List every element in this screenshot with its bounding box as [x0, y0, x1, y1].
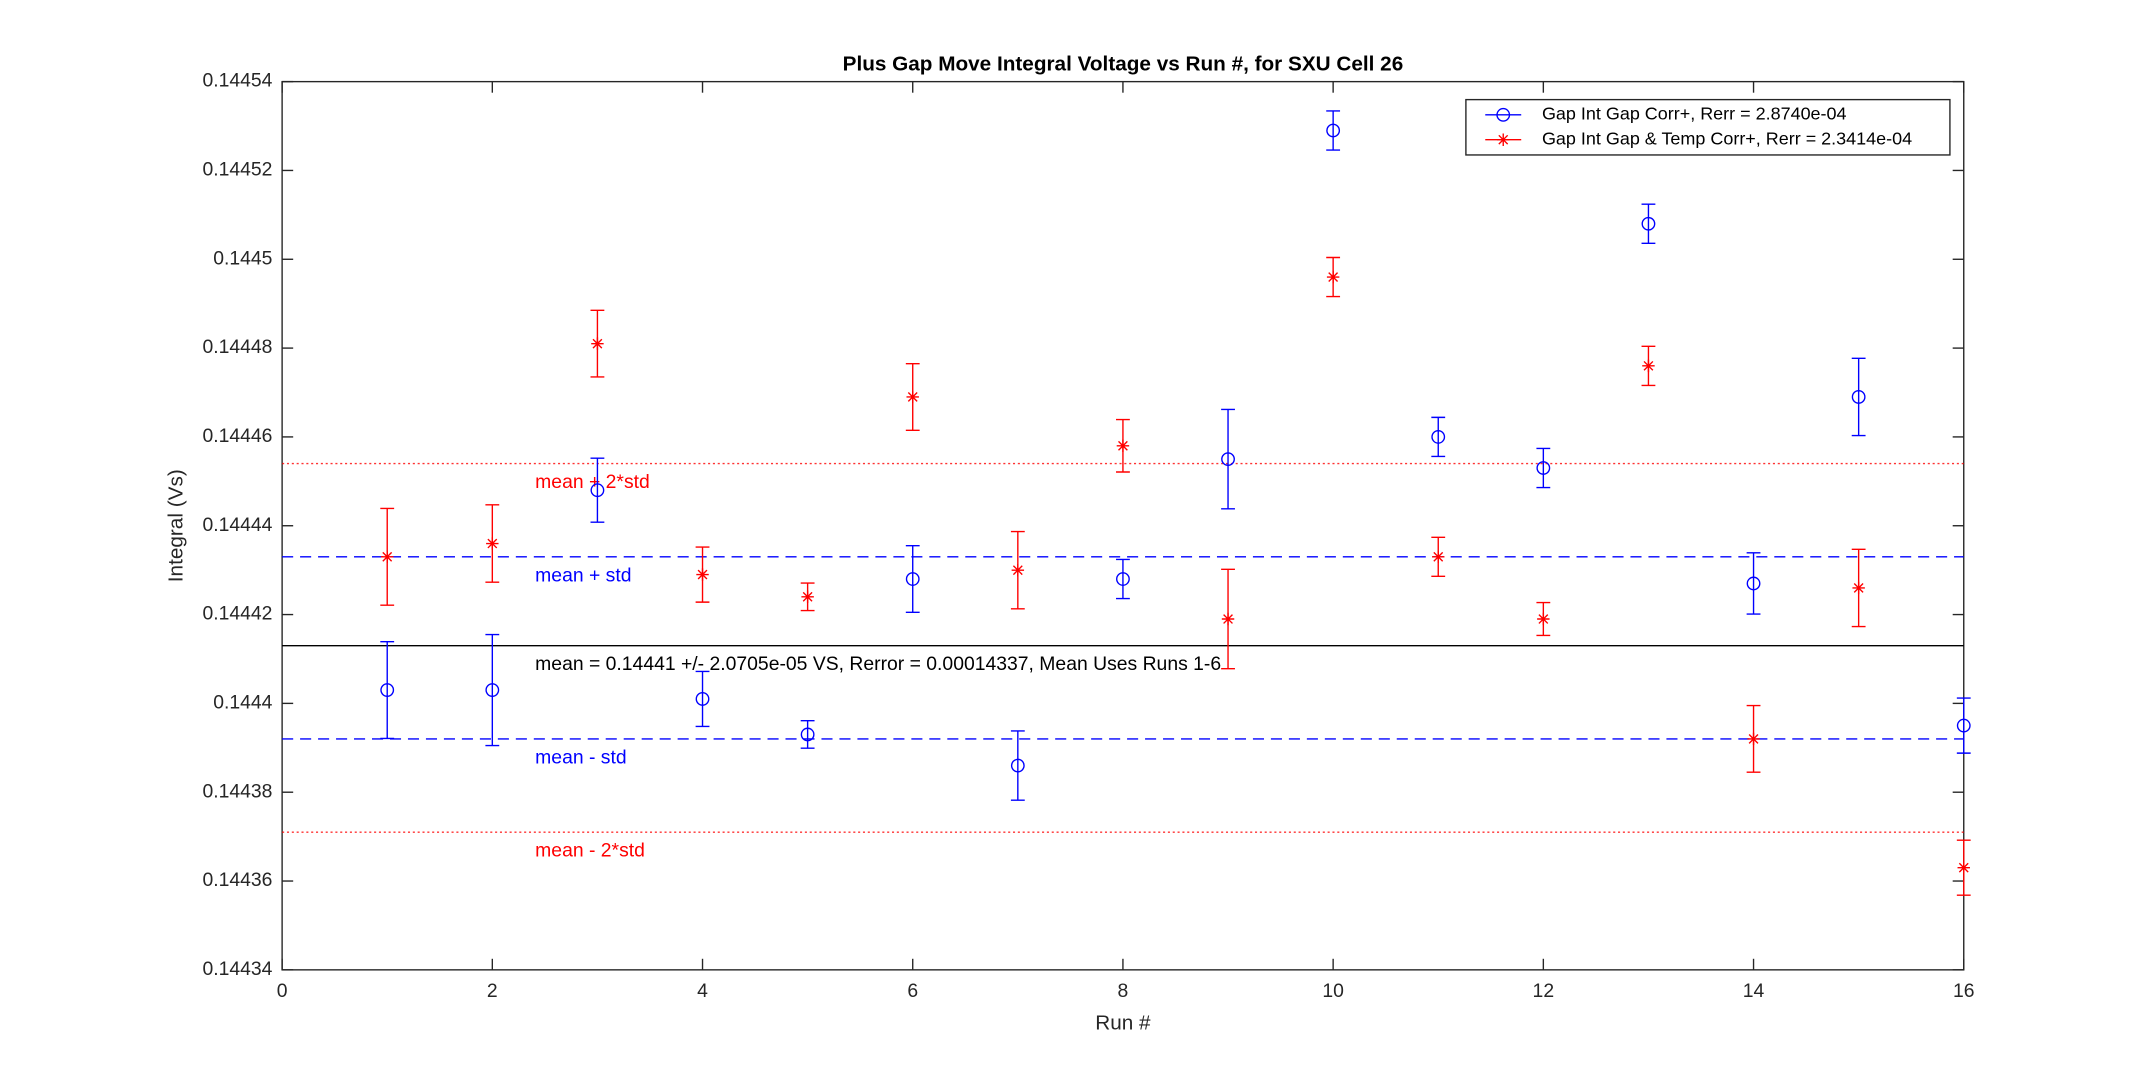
- marker: [380, 550, 394, 564]
- series: [380, 110, 1971, 801]
- marker: [1537, 612, 1550, 626]
- error-bar: [1431, 416, 1446, 458]
- error-bar: [590, 457, 605, 523]
- legend-label: Gap Int Gap & Temp Corr+, Rerr = 2.3414e…: [1542, 128, 1912, 148]
- error-bar: [1010, 730, 1025, 801]
- marker: [1747, 732, 1760, 746]
- error-bar: [380, 640, 395, 740]
- y-tick-label: 0.14444: [202, 514, 272, 536]
- x-tick-label: 14: [1743, 980, 1765, 1002]
- marker: [380, 683, 395, 697]
- marker: [1116, 439, 1130, 453]
- error-bar: [1641, 203, 1656, 244]
- y-tick-label: 0.14436: [202, 869, 272, 891]
- marker: [1326, 123, 1341, 138]
- x-tick-label: 10: [1322, 980, 1344, 1002]
- error-bar: [1221, 408, 1235, 510]
- y-tick-label: 0.14452: [202, 159, 272, 181]
- error-bar: [1326, 110, 1341, 151]
- marker: [905, 572, 920, 586]
- legend-marker: [1496, 107, 1511, 122]
- y-tick-label: 0.1445: [213, 247, 272, 269]
- x-tick-label: 2: [487, 980, 498, 1002]
- series: [380, 256, 1971, 896]
- error-bar: [695, 670, 710, 728]
- error-bar: [800, 720, 815, 749]
- marker: [1116, 572, 1130, 586]
- marker: [801, 590, 814, 604]
- x-tick-label: 16: [1953, 980, 1975, 1002]
- marker: [800, 727, 815, 742]
- x-tick-label: 12: [1533, 980, 1555, 1002]
- legend-label: Gap Int Gap Corr+, Rerr = 2.8740e-04: [1542, 104, 1847, 124]
- marker: [1642, 359, 1655, 373]
- marker: [1641, 216, 1656, 231]
- error-bar: [1956, 697, 1971, 754]
- marker: [1011, 563, 1025, 577]
- error-bar: [1746, 552, 1761, 615]
- y-axis-label: Integral (Vs): [165, 469, 188, 582]
- error-bar: [1851, 357, 1866, 437]
- reference-label: mean = 0.14441 +/- 2.0705e-05 VS, Rerror…: [535, 653, 1221, 675]
- marker: [1852, 581, 1865, 595]
- legend: [1465, 98, 1951, 156]
- marker: [1010, 758, 1025, 773]
- marker: [1326, 270, 1340, 284]
- marker: [1221, 612, 1235, 626]
- marker: [485, 683, 500, 697]
- marker: [1432, 550, 1445, 564]
- marker: [1956, 718, 1971, 733]
- y-tick-label: 0.14454: [202, 70, 272, 92]
- reference-label: mean - 2*std: [535, 840, 645, 862]
- y-tick-label: 0.14448: [202, 336, 272, 358]
- marker: [591, 337, 604, 350]
- marker: [1536, 461, 1551, 475]
- y-tick-label: 0.14442: [202, 603, 272, 625]
- y-tick-label: 0.14438: [202, 780, 272, 802]
- y-tick-label: 0.14434: [202, 958, 272, 980]
- marker: [1431, 429, 1446, 444]
- marker: [590, 483, 605, 498]
- y-tick-label: 0.14446: [202, 425, 272, 447]
- reference-label: mean + std: [535, 564, 631, 586]
- x-tick-label: 4: [697, 980, 708, 1002]
- marker: [906, 390, 919, 404]
- x-tick-label: 8: [1118, 980, 1129, 1002]
- reference-label: mean - std: [535, 746, 626, 768]
- marker: [1221, 452, 1235, 467]
- x-tick-label: 0: [277, 980, 288, 1002]
- marker: [1746, 576, 1761, 591]
- error-bar: [1116, 558, 1130, 600]
- legend-marker: [1497, 133, 1510, 146]
- marker: [695, 692, 710, 706]
- marker: [1851, 390, 1866, 404]
- marker: [1957, 861, 1970, 874]
- x-tick-label: 6: [907, 980, 918, 1002]
- marker: [486, 537, 499, 550]
- plot-area: [281, 80, 1965, 971]
- chart-title: Plus Gap Move Integral Voltage vs Run #,…: [843, 53, 1404, 76]
- error-bar: [485, 633, 500, 747]
- error-bar: [1536, 447, 1551, 489]
- reference-label: mean + 2*std: [535, 471, 650, 493]
- error-bar: [905, 545, 920, 614]
- y-tick-label: 0.1444: [213, 691, 272, 713]
- marker: [696, 568, 709, 581]
- x-axis-label: Run #: [1095, 1011, 1151, 1034]
